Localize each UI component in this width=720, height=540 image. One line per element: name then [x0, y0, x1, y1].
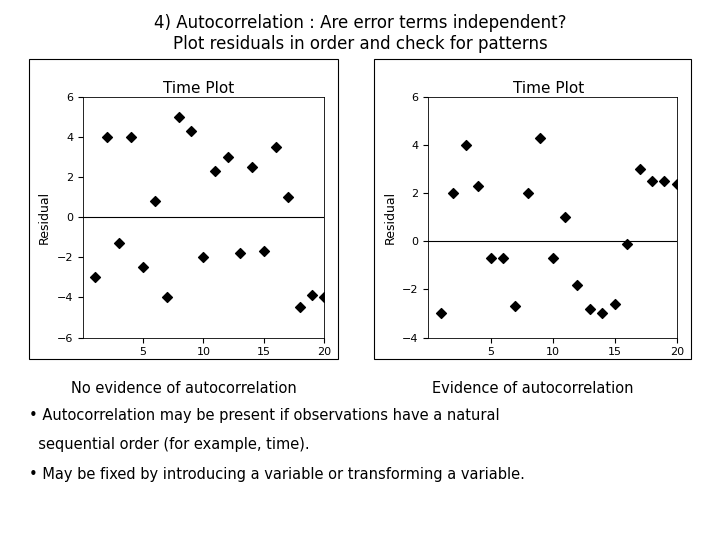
Text: Evidence of autocorrelation: Evidence of autocorrelation [432, 381, 634, 396]
Point [210, 167, 221, 176]
Point [559, 213, 571, 221]
Point [101, 133, 112, 141]
Point [621, 239, 633, 248]
Point [113, 239, 125, 248]
Y-axis label: Residual: Residual [384, 191, 397, 244]
Point [282, 193, 294, 201]
Point [609, 300, 621, 308]
Point [460, 141, 472, 150]
Point [234, 249, 246, 258]
Point [222, 153, 233, 161]
Point [584, 305, 595, 313]
Text: Time Plot: Time Plot [513, 81, 584, 96]
Text: • May be fixed by introducing a variable or transforming a variable.: • May be fixed by introducing a variable… [29, 467, 525, 482]
Point [435, 309, 446, 318]
Point [246, 163, 257, 172]
Point [89, 273, 101, 282]
Point [647, 177, 658, 186]
Point [534, 134, 546, 143]
Point [485, 254, 496, 262]
Point [510, 302, 521, 310]
Point [572, 280, 583, 289]
Point [258, 247, 269, 256]
Text: • Autocorrelation may be present if observations have a natural: • Autocorrelation may be present if obse… [29, 408, 500, 423]
Point [270, 143, 282, 152]
Text: 4) Autocorrelation : Are error terms independent?: 4) Autocorrelation : Are error terms ind… [154, 14, 566, 31]
Point [197, 253, 209, 262]
Point [306, 291, 318, 300]
Point [634, 165, 645, 173]
Point [174, 113, 185, 122]
Point [186, 127, 197, 136]
Point [671, 179, 683, 188]
Point [149, 197, 161, 206]
Point [161, 293, 173, 302]
Point [138, 263, 149, 272]
Y-axis label: Residual: Residual [38, 191, 51, 244]
Point [547, 254, 559, 262]
Point [497, 254, 508, 262]
Point [522, 189, 534, 198]
Point [596, 309, 608, 318]
Text: Time Plot: Time Plot [163, 81, 235, 96]
Text: No evidence of autocorrelation: No evidence of autocorrelation [71, 381, 297, 396]
Text: sequential order (for example, time).: sequential order (for example, time). [29, 437, 310, 453]
Point [447, 189, 459, 198]
Point [294, 303, 305, 312]
Point [659, 177, 670, 186]
Point [125, 133, 137, 141]
Point [472, 182, 484, 191]
Text: Plot residuals in order and check for patterns: Plot residuals in order and check for pa… [173, 35, 547, 53]
Point [318, 293, 330, 302]
